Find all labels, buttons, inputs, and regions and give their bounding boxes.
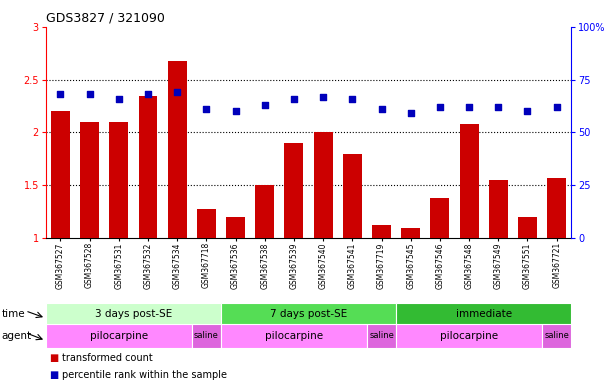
Bar: [226, 217, 245, 238]
Bar: [139, 96, 158, 238]
Point: [56, 91, 65, 98]
Text: ■: ■: [49, 370, 58, 380]
Point: [435, 104, 445, 110]
Bar: [80, 122, 99, 238]
Bar: [192, 324, 221, 348]
Bar: [518, 217, 537, 238]
Bar: [430, 198, 450, 238]
Point: [348, 96, 357, 102]
Bar: [401, 227, 420, 238]
Bar: [396, 303, 571, 324]
Bar: [51, 111, 70, 238]
Bar: [372, 225, 391, 238]
Point: [260, 102, 269, 108]
Text: pilocarpine: pilocarpine: [440, 331, 498, 341]
Bar: [167, 61, 187, 238]
Text: agent: agent: [1, 331, 31, 341]
Bar: [109, 122, 128, 238]
Bar: [343, 154, 362, 238]
Text: saline: saline: [544, 331, 569, 341]
Text: GDS3827 / 321090: GDS3827 / 321090: [46, 12, 165, 25]
Bar: [46, 324, 192, 348]
Point: [231, 108, 241, 114]
Point: [114, 96, 123, 102]
Text: ■: ■: [49, 353, 58, 363]
Text: 7 days post-SE: 7 days post-SE: [270, 309, 347, 319]
Bar: [46, 303, 221, 324]
Text: pilocarpine: pilocarpine: [90, 331, 148, 341]
Point: [143, 91, 153, 98]
Point: [318, 93, 328, 99]
Bar: [197, 209, 216, 238]
Bar: [547, 178, 566, 238]
Bar: [313, 132, 332, 238]
Bar: [285, 143, 304, 238]
Point: [202, 106, 211, 112]
Point: [406, 111, 415, 117]
Point: [464, 104, 474, 110]
Text: pilocarpine: pilocarpine: [265, 331, 323, 341]
Text: saline: saline: [369, 331, 394, 341]
Bar: [255, 185, 274, 238]
Bar: [367, 324, 396, 348]
Bar: [489, 180, 508, 238]
Text: time: time: [1, 309, 25, 319]
Point: [376, 106, 386, 112]
Bar: [542, 324, 571, 348]
Point: [289, 96, 299, 102]
Text: saline: saline: [194, 331, 219, 341]
Bar: [221, 303, 396, 324]
Point: [494, 104, 503, 110]
Text: immediate: immediate: [456, 309, 512, 319]
Bar: [459, 124, 478, 238]
Text: 3 days post-SE: 3 days post-SE: [95, 309, 172, 319]
Text: transformed count: transformed count: [62, 353, 153, 363]
Text: percentile rank within the sample: percentile rank within the sample: [62, 370, 227, 380]
Point: [172, 89, 182, 95]
Point: [552, 104, 562, 110]
Point: [522, 108, 532, 114]
Bar: [396, 324, 542, 348]
Bar: [221, 324, 367, 348]
Point: [85, 91, 95, 98]
